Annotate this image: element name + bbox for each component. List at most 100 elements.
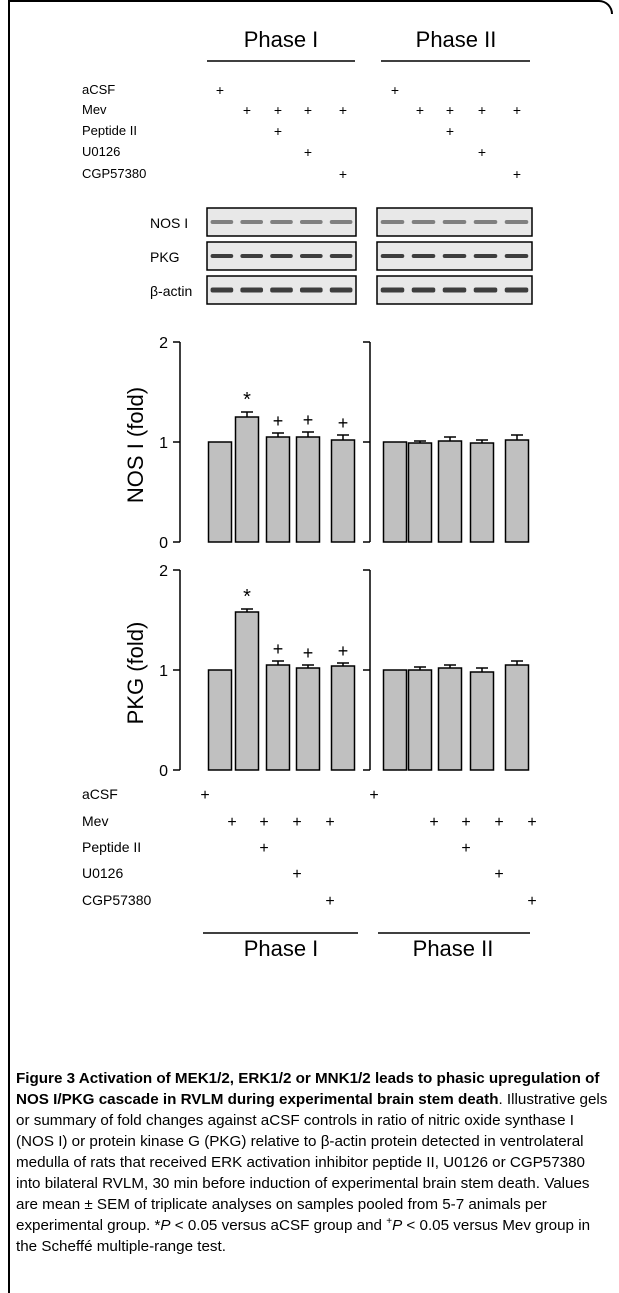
caption-body-2: < 0.05 versus aCSF group and xyxy=(170,1217,387,1234)
plus-mark-top-p1-r2-c2: + xyxy=(274,123,282,139)
gel-band-p2-r0-l4 xyxy=(504,220,529,224)
bar-1-p2-4 xyxy=(504,664,530,771)
y-tick-label-0-1: 1 xyxy=(159,435,168,452)
figure-canvas: Phase I Phase II aCSF + + Mev + + + + + + + + Peptide … xyxy=(82,27,537,961)
plus-mark-top-p2-r1-c3: + xyxy=(478,102,486,118)
treatment-label-top-1: Mev xyxy=(82,102,107,117)
treatment-label-bottom-1: Mev xyxy=(82,813,108,829)
caption-p-1: P xyxy=(160,1217,171,1234)
plus-mark-top-p2-r4-c4: + xyxy=(513,166,521,182)
bar-0-p1-3 xyxy=(295,436,321,543)
gel-band-p1-r1-l0 xyxy=(210,254,234,258)
plus-mark-bottom-p2-r0-c0: + xyxy=(369,787,378,804)
caption-sup: + xyxy=(386,1215,393,1227)
plus-mark-bottom-p2-r1-c3: + xyxy=(494,814,503,831)
plus-mark-top-p2-r1-c4: + xyxy=(513,102,521,118)
annotation-0-p1-2: + xyxy=(273,411,284,431)
treatment-label-top-3: U0126 xyxy=(82,144,120,159)
bar-1-p2-1 xyxy=(407,669,433,771)
y-axis-label-1: PKG (fold) xyxy=(123,622,148,725)
annotation-1-p1-1: * xyxy=(243,586,251,608)
bar-0-p1-1 xyxy=(234,416,260,543)
gel-band-p1-r1-l4 xyxy=(329,254,353,258)
plus-mark-top-p2-r1-c1: + xyxy=(416,102,424,118)
gel-band-p1-r0-l0 xyxy=(210,220,234,224)
caption-title: Figure 3 Activation of MEK1/2, ERK1/2 or… xyxy=(16,1070,600,1108)
gel-band-p1-r0-l1 xyxy=(240,220,264,224)
phase-header-top-1: Phase I xyxy=(244,27,319,52)
gel-band-p2-r2-l3 xyxy=(473,287,498,293)
treatment-label-bottom-2: Peptide II xyxy=(82,839,141,855)
bar-1-p2-3 xyxy=(469,671,495,771)
bar-1-p2-2 xyxy=(437,667,463,771)
bar-0-p1-4 xyxy=(330,439,356,543)
gel-band-p2-r1-l3 xyxy=(473,254,498,258)
caption-body-3: < 0.05 versus Mev group in the Scheffé m… xyxy=(16,1217,591,1255)
gel-band-p2-r1-l2 xyxy=(442,254,467,258)
y-tick-label-1-1: 1 xyxy=(159,663,168,680)
y-axis-label-0: NOS I (fold) xyxy=(123,387,148,503)
treatment-label-bottom-0: aCSF xyxy=(82,786,118,802)
y-tick-label-0-2: 2 xyxy=(159,335,168,352)
gel-band-p1-r1-l1 xyxy=(240,254,264,258)
plus-mark-bottom-p2-r3-c3: + xyxy=(494,866,503,883)
bar-0-p1-0 xyxy=(207,441,233,543)
gel-band-p2-r2-l1 xyxy=(411,287,436,293)
annotation-1-p1-4: + xyxy=(338,641,349,661)
plus-mark-bottom-p1-r1-c3: + xyxy=(292,814,301,831)
y-tick-label-1-0: 0 xyxy=(159,763,168,780)
frame-left-border xyxy=(8,0,10,1293)
gel-band-p1-r0-l2 xyxy=(270,220,293,224)
annotation-0-p1-3: + xyxy=(303,410,314,430)
gel-band-p1-r2-l2 xyxy=(270,287,293,293)
plus-mark-bottom-p2-r1-c2: + xyxy=(461,814,470,831)
gel-band-p1-r2-l3 xyxy=(299,287,323,293)
gel-band-p1-r1-l2 xyxy=(270,254,293,258)
gel-band-p1-r2-l4 xyxy=(329,287,353,293)
plus-mark-top-p2-r0-c0: + xyxy=(391,82,399,98)
gel-band-p2-r0-l3 xyxy=(473,220,498,224)
plus-mark-top-p1-r4-c4: + xyxy=(339,166,347,182)
gel-band-p2-r1-l1 xyxy=(411,254,436,258)
plus-mark-bottom-p2-r4-c4: + xyxy=(527,893,536,910)
gel-band-p2-r0-l2 xyxy=(442,220,467,224)
bar-0-p1-2 xyxy=(265,436,291,543)
plus-mark-bottom-p1-r3-c3: + xyxy=(292,866,301,883)
plus-mark-bottom-p1-r2-c2: + xyxy=(259,840,268,857)
gel-band-p2-r0-l0 xyxy=(380,220,405,224)
gel-band-p2-r1-l4 xyxy=(504,254,529,258)
gel-band-p1-r2-l1 xyxy=(240,287,264,293)
gel-band-p2-r2-l2 xyxy=(442,287,467,293)
plus-mark-bottom-p1-r1-c4: + xyxy=(325,814,334,831)
phase-header-bottom-1: Phase I xyxy=(244,936,319,961)
bar-1-p1-4 xyxy=(330,665,356,771)
bar-0-p2-2 xyxy=(437,440,463,543)
gel-band-p1-r0-l3 xyxy=(299,220,323,224)
annotation-1-p1-3: + xyxy=(303,643,314,663)
bar-1-p1-3 xyxy=(295,667,321,771)
y-tick-label-0-0: 0 xyxy=(159,535,168,552)
plus-mark-bottom-p1-r0-c0: + xyxy=(200,787,209,804)
plus-mark-top-p2-r1-c2: + xyxy=(446,102,454,118)
plus-mark-bottom-p2-r1-c4: + xyxy=(527,814,536,831)
bar-0-p2-3 xyxy=(469,442,495,543)
bar-1-p1-1 xyxy=(234,611,260,771)
plus-mark-top-p1-r1-c3: + xyxy=(304,102,312,118)
bar-0-p2-0 xyxy=(382,441,408,543)
bar-1-p1-2 xyxy=(265,664,291,771)
bar-0-p2-4 xyxy=(504,439,530,543)
bar-0-p2-1 xyxy=(407,442,433,543)
y-tick-label-1-2: 2 xyxy=(159,563,168,580)
caption-p-2: P xyxy=(392,1217,403,1234)
plus-mark-top-p1-r3-c3: + xyxy=(304,144,312,160)
plus-mark-bottom-p2-r2-c2: + xyxy=(461,840,470,857)
plus-mark-top-p1-r1-c1: + xyxy=(243,102,251,118)
treatment-label-top-0: aCSF xyxy=(82,82,115,97)
phase-header-bottom-2: Phase II xyxy=(413,936,494,961)
plus-mark-bottom-p1-r1-c2: + xyxy=(259,814,268,831)
treatment-label-bottom-4: CGP57380 xyxy=(82,892,151,908)
annotation-0-p1-1: * xyxy=(243,389,251,411)
gel-band-p1-r0-l4 xyxy=(329,220,353,224)
bar-1-p2-0 xyxy=(382,669,408,771)
